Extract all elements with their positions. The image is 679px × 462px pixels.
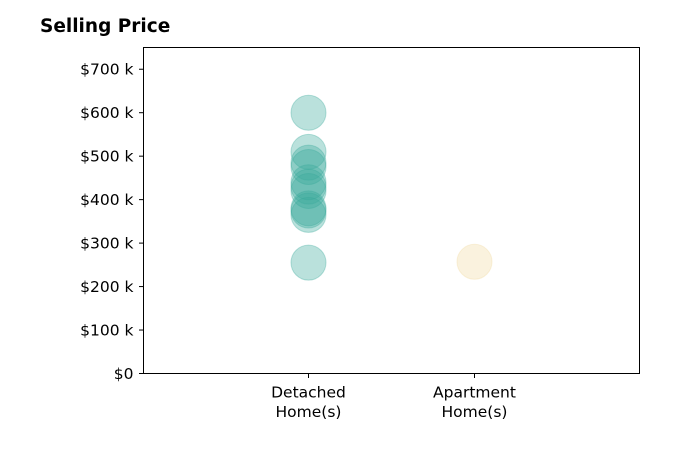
y-tick-label: $400 k bbox=[80, 191, 133, 209]
y-tick-label: $500 k bbox=[80, 148, 133, 166]
x-axis: Detached Home(s) Apartment Home(s) bbox=[271, 373, 516, 422]
data-point bbox=[290, 164, 327, 201]
data-point bbox=[290, 244, 327, 281]
data-point bbox=[290, 149, 327, 186]
plot-frame bbox=[143, 47, 640, 374]
y-tick-label: $200 k bbox=[80, 278, 133, 296]
data-point bbox=[290, 94, 327, 131]
data-point bbox=[290, 196, 327, 233]
data-point bbox=[456, 243, 493, 280]
chart-title: Selling Price bbox=[40, 16, 171, 37]
data-point bbox=[290, 190, 327, 227]
data-point bbox=[290, 133, 327, 170]
y-tick-label: $300 k bbox=[80, 235, 133, 253]
y-tick-label: $700 k bbox=[80, 61, 133, 79]
data-point bbox=[290, 144, 327, 181]
y-tick-label: $100 k bbox=[80, 322, 133, 340]
data-point bbox=[290, 172, 327, 209]
y-tick-label: $0 bbox=[114, 365, 134, 383]
y-tick-label: $600 k bbox=[80, 104, 133, 122]
y-axis: $0 $100 k $200 k $300 k $400 k $500 k $600 k $7… bbox=[80, 61, 144, 383]
data-point bbox=[290, 192, 327, 229]
x-tick-label: Detached Home(s) bbox=[271, 384, 346, 422]
x-tick-label: Apartment Home(s) bbox=[433, 384, 516, 422]
data-points bbox=[290, 94, 493, 281]
data-point bbox=[290, 168, 327, 205]
